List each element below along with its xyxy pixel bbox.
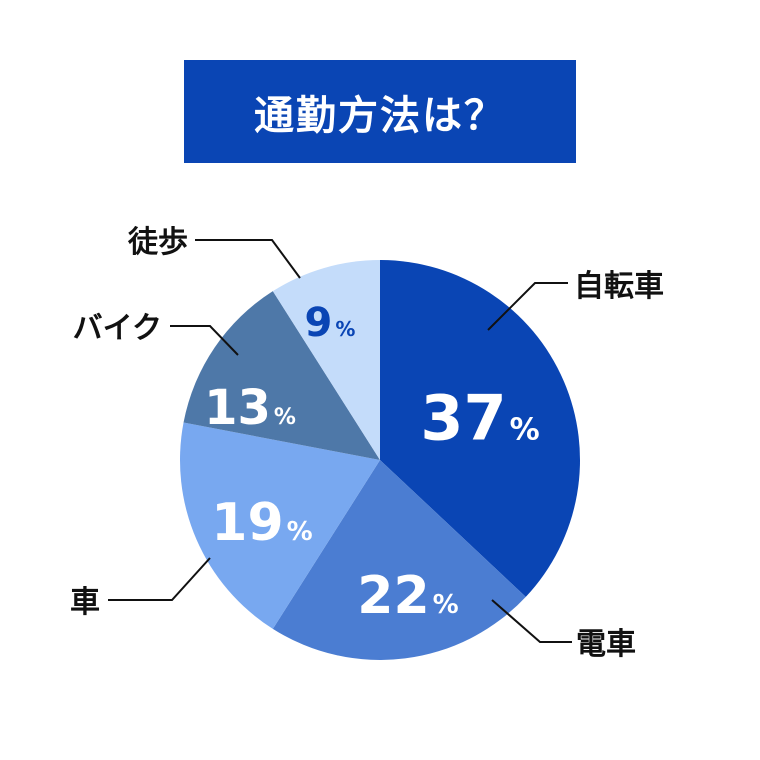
leader-line [170,325,239,356]
slice-value-label: 22% [357,566,458,626]
leader-line [195,239,301,279]
slice-category-label: 徒歩 [127,225,188,260]
slice-category-label: 電車 [576,627,636,662]
slice-value-label: 9% [305,300,356,346]
leader-line [108,557,211,601]
pie-slice-1 [380,260,580,597]
slice-value-label: 13% [204,380,296,436]
chart-title-banner: 通勤方法は？ [184,60,576,163]
pie-slice-5 [272,260,380,460]
slice-value-label: 19% [211,493,312,553]
pie-slice-3 [180,422,380,629]
chart-title: 通勤方法は？ [254,92,506,139]
pie-slice-4 [183,291,380,460]
slice-category-label: バイク [73,311,162,346]
leader-line [487,282,568,331]
leader-line [491,599,572,643]
slice-category-label: 自転車 [574,269,664,304]
slice-value-label: 37% [420,382,539,455]
slice-category-label: 車 [70,585,100,620]
pie-slice-2 [272,460,526,660]
